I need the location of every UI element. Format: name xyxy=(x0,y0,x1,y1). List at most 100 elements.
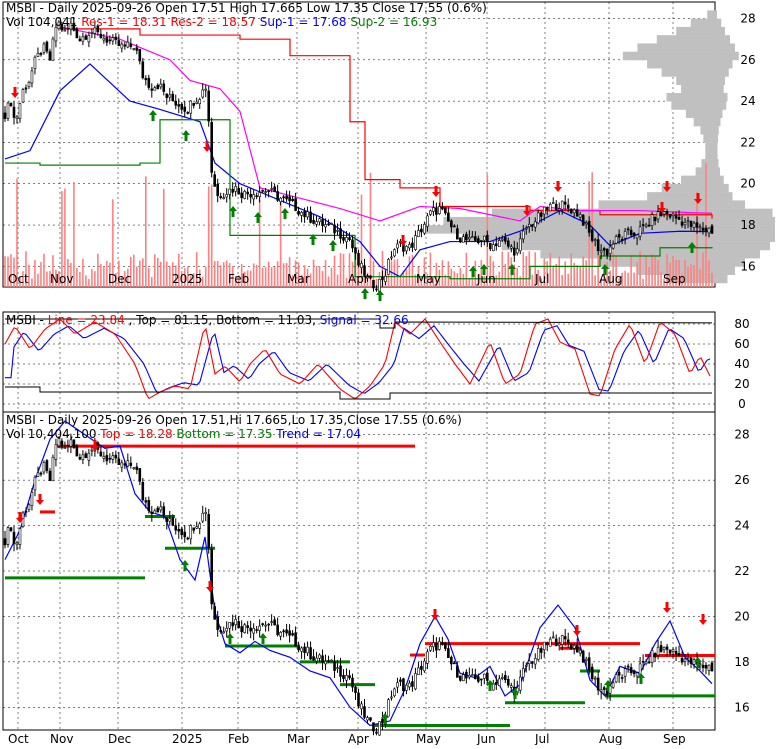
price-candle-body xyxy=(123,44,127,47)
trend-header2-part-1: Top = 18.28 xyxy=(96,427,172,441)
price-candle-body xyxy=(378,279,381,292)
volume-bar xyxy=(7,256,9,287)
trend-y-axis: 28 26 24 22 20 18 16 xyxy=(734,428,749,715)
volume-profile-ext xyxy=(715,76,725,85)
trend-candle-body xyxy=(689,657,693,664)
price-candle-body xyxy=(432,207,435,212)
price-candle-body xyxy=(210,122,214,173)
oscillator-panel: MSBI - Line = 23.84 , Top = 81.15, Botto… xyxy=(2,311,750,413)
trend-candle-body xyxy=(483,673,486,679)
trend-candle-body xyxy=(665,646,669,650)
trend-sell-arrow xyxy=(91,440,99,451)
trend-x-tick: May xyxy=(416,732,441,745)
buy-arrow xyxy=(229,206,237,217)
price-candle-body xyxy=(48,51,52,61)
sell-arrow xyxy=(694,193,702,204)
osc-y-tick: 40 xyxy=(734,357,749,371)
trend-candle-body xyxy=(599,689,603,692)
trend-candle-body xyxy=(623,668,627,677)
price-candle-body xyxy=(324,224,327,228)
price-candle-body xyxy=(237,188,240,195)
trend-candle-body xyxy=(3,538,7,546)
price-candle-body xyxy=(69,22,73,30)
trend-candle-body xyxy=(33,476,37,491)
trend-x-tick: Sep xyxy=(663,732,686,745)
price-candle-body xyxy=(270,188,273,190)
volume-bar xyxy=(112,199,114,287)
price-y-tick: 22 xyxy=(740,135,755,149)
volume-profile-bar xyxy=(540,249,715,259)
trend-candle-body xyxy=(201,512,205,522)
volume-bar xyxy=(693,265,695,287)
volume-bar xyxy=(600,278,602,287)
trend-candle-body xyxy=(533,658,537,665)
volume-profile-ext xyxy=(715,126,719,135)
trend-candle-body xyxy=(258,625,261,631)
price-candle-body xyxy=(483,235,486,241)
volume-bar xyxy=(414,274,417,287)
volume-bar xyxy=(142,258,144,287)
price-candle-body xyxy=(276,191,279,201)
price-candle-body xyxy=(492,244,495,251)
volume-bar xyxy=(285,262,288,287)
volume-bar xyxy=(333,255,336,287)
price-candle-body xyxy=(441,207,444,210)
trend-candle-body xyxy=(153,510,157,514)
volume-bar xyxy=(46,271,48,287)
buy-arrow xyxy=(281,208,289,219)
trend-candle-body xyxy=(459,675,462,681)
trend-candle-body xyxy=(611,682,615,688)
trend-candle-body xyxy=(294,632,297,647)
trend-candle-body xyxy=(402,678,405,692)
volume-bar xyxy=(396,259,399,287)
volume-bar xyxy=(13,257,15,287)
trend-candle-body xyxy=(360,703,363,710)
price-candle-body xyxy=(360,262,363,269)
trend-candle-body xyxy=(24,510,28,513)
price-candle-body xyxy=(15,116,19,119)
trend-candle-body xyxy=(584,658,588,661)
volume-bar xyxy=(73,181,75,287)
volume-profile-bar xyxy=(424,225,715,234)
price-candle-body xyxy=(141,61,145,79)
trend-y-tick: 26 xyxy=(734,473,749,487)
trend-buy-arrow xyxy=(694,657,702,668)
trend-candle-body xyxy=(590,666,594,680)
trend-candle-body xyxy=(210,548,214,605)
buy-arrow xyxy=(309,234,317,245)
trend-candle-body xyxy=(159,506,163,511)
volume-bar xyxy=(207,186,210,287)
trend-candle-body xyxy=(396,682,399,688)
price-y-tick: 20 xyxy=(740,177,755,191)
trend-candle-body xyxy=(318,654,321,659)
trend-candle-body xyxy=(704,664,708,669)
trend-candle-body xyxy=(171,517,175,526)
price-x-tick: Sep xyxy=(663,272,686,286)
trend-header2-part-2: Bottom = 17.35 xyxy=(173,427,273,441)
buy-arrow xyxy=(376,290,384,301)
volume-profile-ext xyxy=(715,18,722,28)
volume-bar xyxy=(576,265,578,287)
price-candle-body xyxy=(521,230,525,240)
volume-bar xyxy=(234,275,237,287)
volume-bar xyxy=(16,178,18,287)
volume-bar xyxy=(252,263,255,287)
trend-candle-body xyxy=(620,677,624,679)
trend-candle-body xyxy=(72,439,76,448)
volume-profile-ext xyxy=(715,183,729,193)
price-candle-body xyxy=(54,26,58,42)
price-candle-body xyxy=(234,186,237,192)
volume-bar xyxy=(133,254,135,287)
trend-candle-body xyxy=(668,649,672,654)
price-candle-body xyxy=(695,222,699,228)
volume-profile-ext xyxy=(715,258,745,267)
volume-bar xyxy=(423,257,426,287)
trend-candle-body xyxy=(252,627,255,634)
trend-panel-grid xyxy=(3,412,715,730)
trend-candle-body xyxy=(9,527,13,531)
trend-candle-body xyxy=(330,659,333,662)
sell-arrow xyxy=(663,181,671,192)
trend-candle-body xyxy=(363,706,366,718)
volume-bar xyxy=(489,255,492,287)
